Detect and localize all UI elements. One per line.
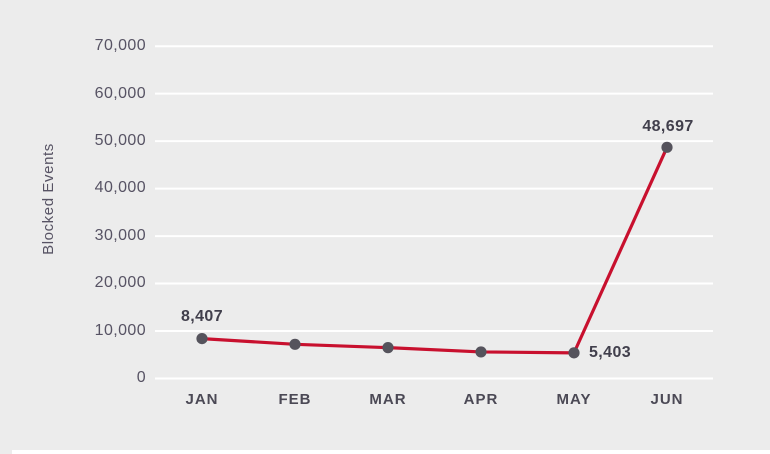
y-tick-label-60000: 60,000 — [94, 85, 146, 102]
x-tick-label-may: MAY — [556, 391, 592, 408]
x-tick-label-feb: FEB — [278, 391, 312, 408]
y-tick-label-20000: 20,000 — [94, 274, 146, 291]
x-tick-label-jun: JUN — [650, 391, 684, 408]
data-point-marker-may — [568, 347, 580, 359]
data-point-label-jan: 8,407 — [180, 308, 224, 325]
x-tick-label-mar: MAR — [369, 391, 407, 408]
data-point-label-jun: 48,697 — [642, 118, 694, 135]
y-tick-label-70000: 70,000 — [94, 37, 146, 54]
data-point-marker-jan — [196, 332, 208, 345]
data-point-marker-jun — [661, 141, 673, 153]
y-axis-title: Blocked Events — [40, 143, 57, 255]
bottom-edge-strip — [12, 450, 770, 454]
x-tick-label-apr: APR — [463, 391, 499, 408]
y-tick-label-50000: 50,000 — [94, 132, 146, 149]
data-point-markers — [196, 141, 673, 359]
data-point-marker-mar — [382, 342, 394, 354]
gridlines — [155, 45, 713, 380]
y-tick-label-30000: 30,000 — [94, 227, 146, 244]
series-line-blocked-events — [200, 145, 669, 355]
data-point-marker-apr — [475, 346, 487, 358]
data-point-label-may: 5,403 — [589, 344, 632, 361]
y-tick-label-40000: 40,000 — [94, 179, 146, 196]
y-tick-label-0: 0 — [136, 369, 146, 386]
x-tick-label-jan: JAN — [185, 391, 219, 408]
y-tick-label-10000: 10,000 — [94, 322, 146, 339]
data-point-marker-feb — [289, 338, 301, 350]
